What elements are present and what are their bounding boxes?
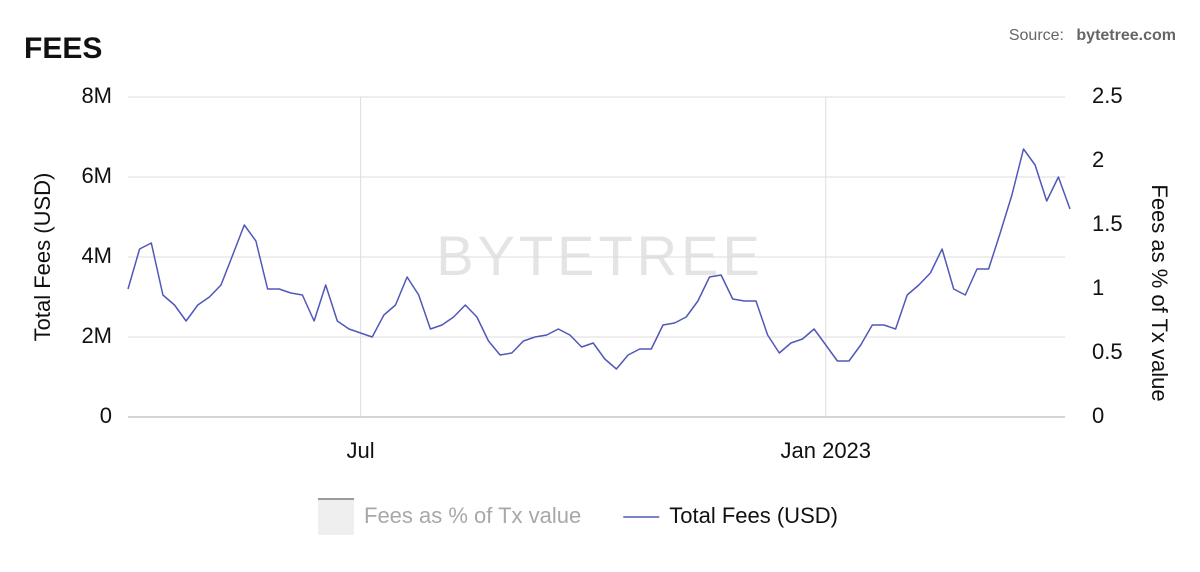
legend-item[interactable]: Fees as % of Tx value bbox=[318, 498, 581, 535]
y-tick-label: 8M bbox=[81, 83, 112, 108]
source-name: bytetree.com bbox=[1076, 27, 1176, 44]
y2-axis-title: Fees as % of Tx value bbox=[1147, 184, 1172, 401]
watermark: BYTETREE bbox=[436, 224, 764, 287]
series-line bbox=[127, 148, 1071, 370]
y-tick-label: 4M bbox=[81, 243, 112, 268]
y2-tick-label: 1 bbox=[1092, 275, 1104, 300]
y2-tick-label: 0.5 bbox=[1092, 339, 1123, 364]
y2-tick-label: 2.5 bbox=[1092, 83, 1123, 108]
x-tick-label: Jan 2023 bbox=[781, 438, 872, 463]
y-tick-label: 2M bbox=[81, 323, 112, 348]
legend-swatch bbox=[318, 499, 354, 535]
y-tick-label: 6M bbox=[81, 163, 112, 188]
y-axis-title: Total Fees (USD) bbox=[30, 173, 55, 342]
legend-label: Fees as % of Tx value bbox=[364, 503, 581, 528]
x-tick-label: Jul bbox=[347, 438, 375, 463]
y2-tick-label: 0 bbox=[1092, 403, 1104, 428]
y2-tick-label: 1.5 bbox=[1092, 211, 1123, 236]
legend-label: Total Fees (USD) bbox=[669, 503, 838, 528]
chart-title: FEES bbox=[24, 32, 102, 65]
legend-item[interactable]: Total Fees (USD) bbox=[623, 503, 838, 528]
y2-tick-label: 2 bbox=[1092, 147, 1104, 172]
source-label: Source: bbox=[1009, 27, 1064, 44]
y-tick-label: 0 bbox=[100, 403, 112, 428]
